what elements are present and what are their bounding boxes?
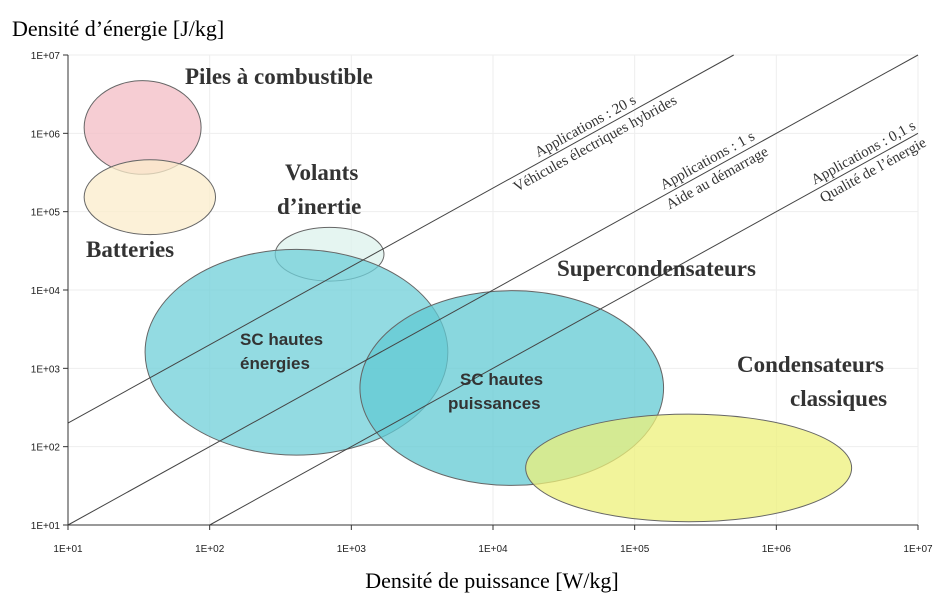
region-label: Piles à combustible (185, 64, 373, 89)
x-tick-label: 1E+02 (195, 544, 225, 555)
time-constant-line (209, 132, 919, 526)
region-label: Condensateurs classiques (737, 352, 887, 411)
x-tick-label: 1E+04 (478, 544, 508, 555)
region (525, 413, 853, 523)
y-axis-label: Densité d’énergie [J/kg] (12, 16, 224, 41)
x-tick-label: 1E+06 (762, 544, 792, 555)
region-label: SC hautes énergies (240, 330, 323, 373)
regions (83, 80, 853, 523)
x-tick-label: 1E+03 (337, 544, 367, 555)
time-constant-line (67, 54, 734, 424)
y-tick-label: 1E+05 (31, 208, 61, 219)
y-tick-label: 1E+06 (31, 129, 61, 140)
y-tick-label: 1E+04 (31, 286, 61, 297)
region-label: Volants d’inertie (277, 160, 361, 219)
region-label: SC hautes puissances (448, 370, 543, 413)
x-tick-label: 1E+05 (620, 544, 650, 555)
region (83, 159, 217, 236)
axes: 1E+01 1E+02 1E+03 1E+04 1E+05 1E+06 1E+07 1E+01… (31, 51, 933, 555)
y-tick-label: 1E+01 (31, 521, 61, 532)
x-tick-label: 1E+07 (903, 544, 933, 555)
y-tick-label: 1E+07 (31, 51, 61, 62)
region-label: Batteries (86, 237, 174, 262)
group-label: Supercondensateurs (557, 256, 756, 281)
y-tick-label: 1E+03 (31, 364, 61, 375)
y-tick-label: 1E+02 (31, 443, 61, 454)
x-tick-label: 1E+01 (53, 544, 83, 555)
x-axis-label: Densité de puissance [W/kg] (365, 568, 619, 593)
time-constant-line (67, 54, 919, 526)
